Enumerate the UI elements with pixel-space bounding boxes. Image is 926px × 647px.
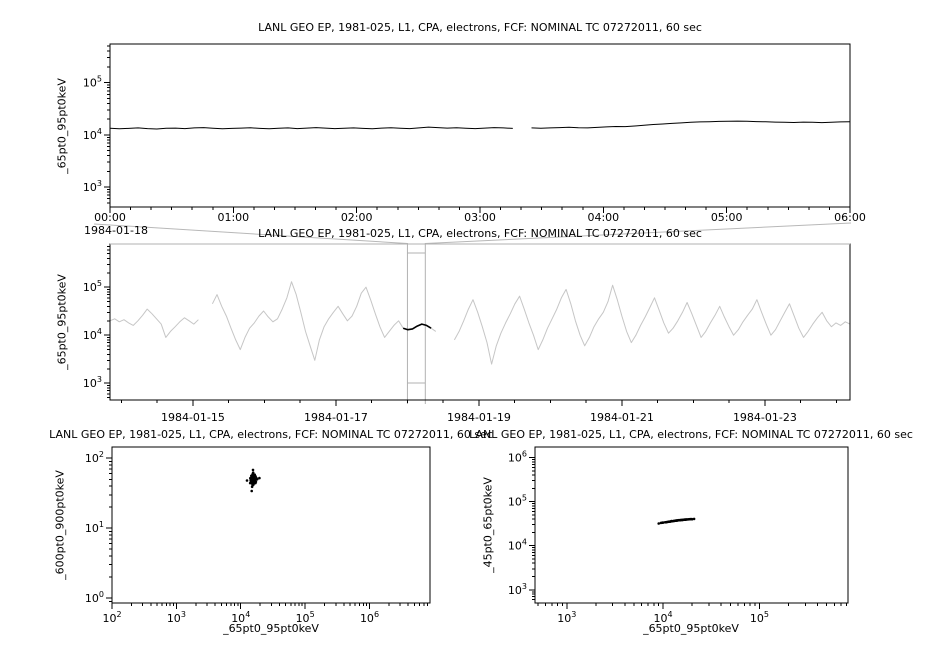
svg-text:104: 104 [508,538,527,553]
scatter-600-900-x-axis-label: _65pt0_95pt0keV [223,622,319,635]
svg-text:101: 101 [85,520,104,535]
svg-text:100: 100 [85,590,104,605]
svg-text:106: 106 [360,610,379,625]
svg-text:103: 103 [167,610,186,625]
timeseries-detail-plot-area[interactable] [110,44,850,207]
detail-x-axis-date: 1984-01-18 [84,224,148,237]
scatter-600-900-points [245,468,261,493]
svg-text:1984-01-21: 1984-01-21 [590,411,654,424]
timeseries-context-series [109,281,851,365]
svg-text:03:00: 03:00 [464,211,496,224]
svg-text:00:00: 00:00 [94,211,126,224]
svg-text:103: 103 [557,610,576,625]
svg-text:104: 104 [654,610,673,625]
svg-text:1984-01-19: 1984-01-19 [447,411,511,424]
scatter-600-900-plot-area[interactable] [112,447,430,603]
svg-text:104: 104 [83,127,102,142]
scatter-600-900-title: LANL GEO EP, 1981-025, L1, CPA, electron… [49,428,493,441]
svg-text:103: 103 [83,179,102,194]
scatter-45-65-y-axis-ticks [529,457,535,601]
scatter-600-900-y-axis-ticks [106,457,112,602]
svg-text:05:00: 05:00 [711,211,743,224]
timeseries-context-plot-area[interactable] [110,244,850,400]
svg-text:102: 102 [85,450,104,465]
svg-text:1984-01-15: 1984-01-15 [161,411,225,424]
scatter-45-65-points [657,517,696,525]
svg-text:106: 106 [508,450,527,465]
scatter-45-65-y-axis-label: _45pt0_65pt0keV [481,477,495,573]
timeseries-context-y-axis-ticks [104,246,110,399]
svg-text:103: 103 [508,582,527,597]
timeseries-detail-x-axis-ticks [109,207,851,213]
svg-text:104: 104 [83,327,102,342]
svg-text:105: 105 [750,610,769,625]
scatter-45-65-panel: 103 104 105 106 103 104 105 [508,446,849,625]
scatter-45-65-plot-area[interactable] [535,447,848,603]
scatter-45-65-x-axis-label: _65pt0_95pt0keV [643,622,739,635]
timeseries-detail-series [109,120,851,130]
scatter-45-65-x-axis-ticks [537,603,847,609]
detail-plot-title: LANL GEO EP, 1981-025, L1, CPA, electron… [258,21,702,34]
detail-y-axis-label: _65pt0_95pt0keV [55,78,69,174]
timeseries-detail-y-axis-ticks [104,45,110,204]
scatter-600-900-panel: 100 101 102 102 103 104 105 106 [85,446,431,625]
timeseries-context-panel: 103 104 105 1984-01-15 1984-01-17 1984-01-19 1… [83,222,852,424]
scatter-45-65-title: LANL GEO EP, 1981-025, L1, CPA, electron… [469,428,913,441]
svg-text:103: 103 [83,375,102,390]
svg-text:1984-01-23: 1984-01-23 [733,411,797,424]
svg-text:01:00: 01:00 [217,211,249,224]
overview-connectors [93,222,852,244]
svg-text:1984-01-17: 1984-01-17 [304,411,368,424]
svg-text:04:00: 04:00 [587,211,619,224]
svg-text:102: 102 [102,610,121,625]
scatter-600-900-x-axis-ticks [111,603,429,609]
svg-text:06:00: 06:00 [834,211,866,224]
context-plot-title: LANL GEO EP, 1981-025, L1, CPA, electron… [258,227,702,240]
timeseries-detail-panel: 103 104 105 00:00 01:00 02:00 03:00 04:00 05:00 0… [83,43,866,224]
context-y-axis-label: _65pt0_95pt0keV [55,274,69,370]
svg-text:105: 105 [83,75,102,90]
context-highlight-segment [402,323,432,331]
svg-text:105: 105 [83,279,102,294]
scatter-600-900-y-axis-label: _600pt0_900pt0keV [53,470,67,580]
timeseries-context-x-axis-ticks [120,400,837,406]
overview-zoom-box[interactable] [406,243,426,404]
svg-text:02:00: 02:00 [341,211,373,224]
svg-text:104: 104 [231,610,250,625]
svg-text:105: 105 [508,494,527,509]
timeseries-context-frame [109,243,851,401]
svg-text:105: 105 [296,610,315,625]
